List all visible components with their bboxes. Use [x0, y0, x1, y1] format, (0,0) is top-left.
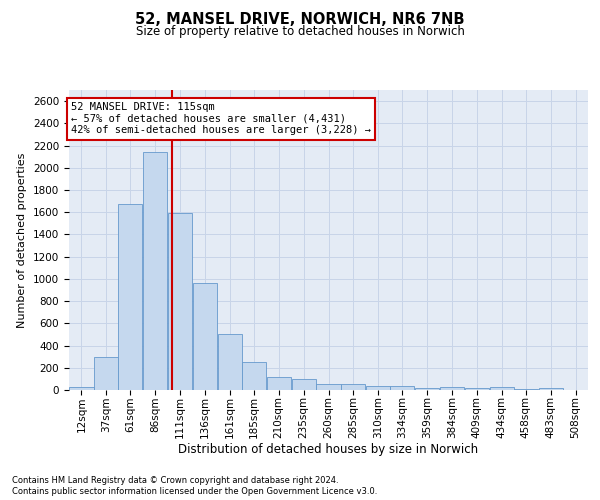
- Bar: [193, 284, 217, 390]
- Text: Size of property relative to detached houses in Norwich: Size of property relative to detached ho…: [136, 25, 464, 38]
- Bar: [292, 379, 316, 390]
- Bar: [390, 386, 414, 390]
- Bar: [168, 214, 192, 390]
- Bar: [366, 386, 391, 390]
- Text: 52 MANSEL DRIVE: 115sqm
← 57% of detached houses are smaller (4,431)
42% of semi: 52 MANSEL DRIVE: 115sqm ← 57% of detache…: [71, 102, 371, 136]
- Bar: [415, 388, 439, 390]
- Bar: [316, 384, 341, 390]
- Bar: [242, 362, 266, 390]
- Bar: [143, 152, 167, 390]
- X-axis label: Distribution of detached houses by size in Norwich: Distribution of detached houses by size …: [178, 442, 479, 456]
- Text: Contains public sector information licensed under the Open Government Licence v3: Contains public sector information licen…: [12, 487, 377, 496]
- Bar: [465, 388, 489, 390]
- Bar: [118, 204, 142, 390]
- Text: 52, MANSEL DRIVE, NORWICH, NR6 7NB: 52, MANSEL DRIVE, NORWICH, NR6 7NB: [135, 12, 465, 28]
- Bar: [490, 386, 514, 390]
- Bar: [94, 356, 118, 390]
- Y-axis label: Number of detached properties: Number of detached properties: [17, 152, 28, 328]
- Bar: [70, 387, 94, 390]
- Text: Contains HM Land Registry data © Crown copyright and database right 2024.: Contains HM Land Registry data © Crown c…: [12, 476, 338, 485]
- Bar: [218, 334, 242, 390]
- Bar: [440, 386, 464, 390]
- Bar: [266, 376, 291, 390]
- Bar: [341, 384, 365, 390]
- Bar: [539, 388, 563, 390]
